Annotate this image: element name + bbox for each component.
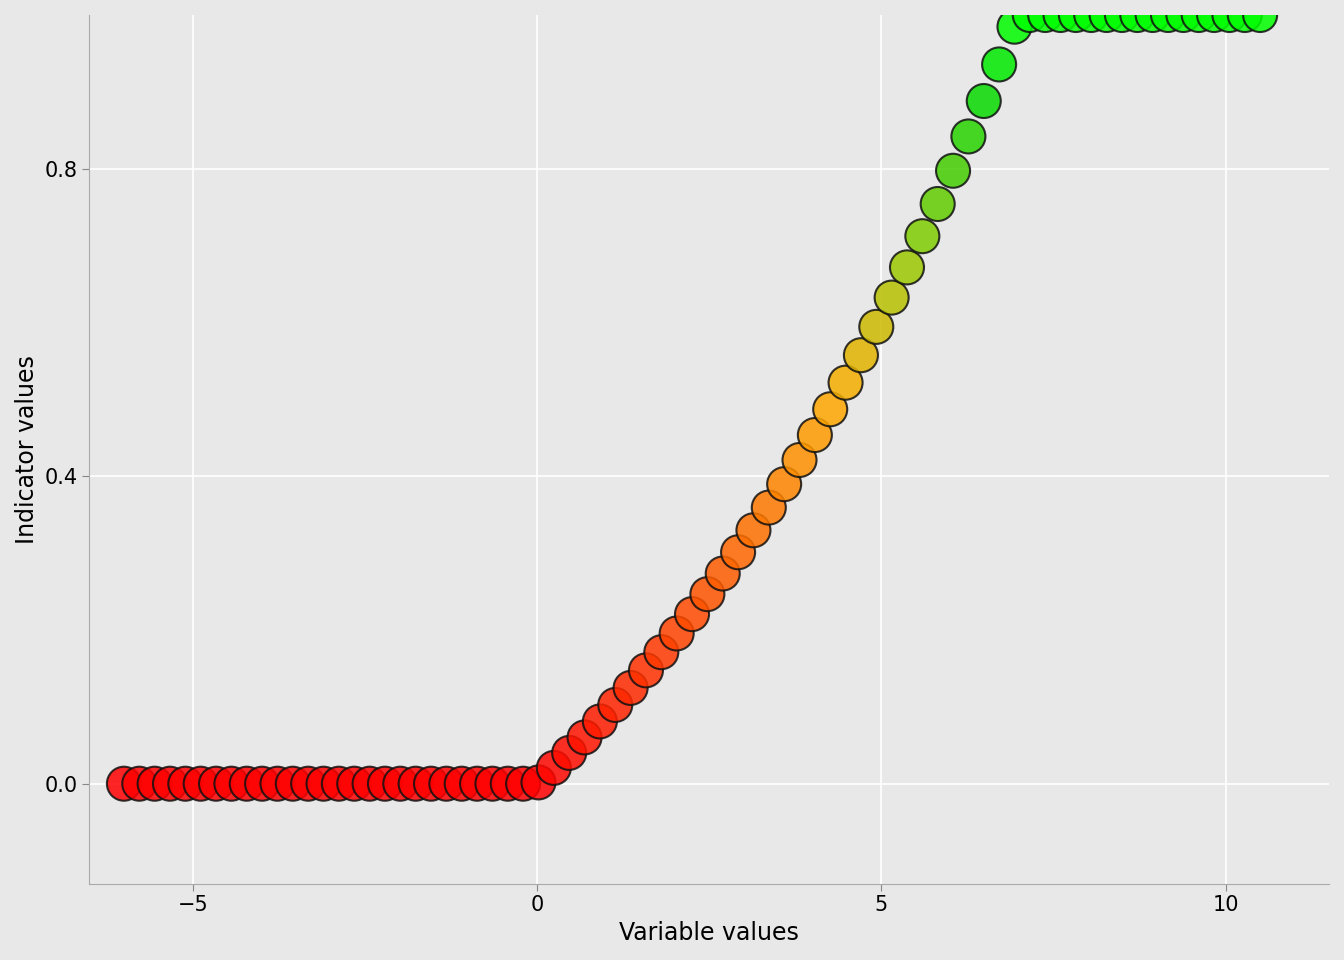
Point [175,776,196,791]
Point [988,57,1009,72]
Point [851,348,872,363]
Point [911,228,933,244]
Point [328,776,349,791]
Point [282,776,304,791]
Point [374,776,395,791]
Point [880,290,902,305]
Point [650,644,672,660]
Point [820,401,841,417]
Point [1188,8,1210,23]
Point [543,760,564,776]
Point [390,776,411,791]
Point [866,319,887,334]
Point [1111,8,1133,23]
Point [589,714,610,730]
Point [973,93,995,108]
Point [452,776,473,791]
Point [1172,8,1193,23]
Point [681,607,703,622]
Y-axis label: Indicator values: Indicator values [15,355,39,543]
Point [636,662,657,678]
Point [743,522,765,538]
Point [237,776,258,791]
Point [1004,19,1025,35]
X-axis label: Variable values: Variable values [620,921,800,945]
Point [958,129,980,144]
Point [359,776,380,791]
Point [190,776,211,791]
Point [1234,8,1255,23]
Point [1250,8,1271,23]
Point [1095,8,1117,23]
Point [129,776,151,791]
Point [206,776,227,791]
Point [835,375,856,391]
Point [559,745,581,760]
Point [405,776,426,791]
Point [574,730,595,745]
Point [466,776,488,791]
Point [251,776,273,791]
Point [1219,8,1241,23]
Point [758,500,780,516]
Point [696,587,718,602]
Point [1142,8,1164,23]
Point [605,697,626,712]
Point [727,544,749,560]
Point [220,776,242,791]
Point [896,260,918,276]
Point [1019,8,1040,23]
Point [421,776,442,791]
Point [665,626,687,641]
Point [804,427,825,443]
Point [942,163,964,179]
Point [144,776,165,791]
Point [1066,8,1087,23]
Point [313,776,335,791]
Point [927,197,949,212]
Point [512,776,534,791]
Point [1203,8,1224,23]
Point [435,776,457,791]
Point [481,776,503,791]
Point [1157,8,1179,23]
Point [1035,8,1056,23]
Point [113,776,134,791]
Point [297,776,319,791]
Point [266,776,288,791]
Point [1126,8,1148,23]
Point [712,565,734,581]
Point [1081,8,1102,23]
Point [773,476,794,492]
Point [528,775,550,790]
Point [620,681,641,696]
Point [344,776,366,791]
Point [497,776,519,791]
Point [1050,8,1071,23]
Point [789,452,810,468]
Point [159,776,180,791]
